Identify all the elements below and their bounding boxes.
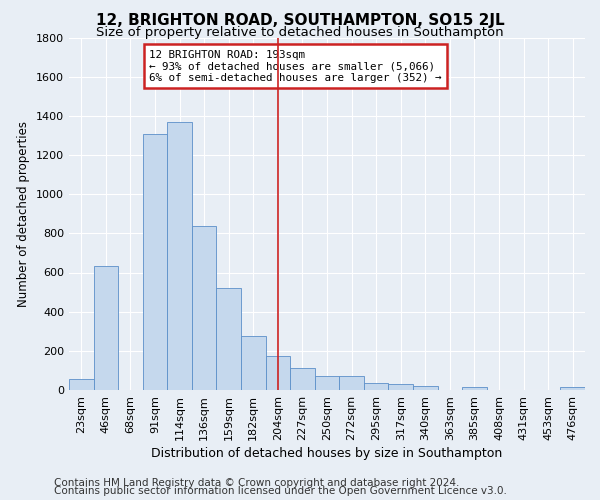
Bar xyxy=(560,387,585,390)
Bar xyxy=(413,386,437,390)
Bar xyxy=(167,122,192,390)
Bar xyxy=(462,387,487,390)
Bar xyxy=(266,356,290,390)
Text: Size of property relative to detached houses in Southampton: Size of property relative to detached ho… xyxy=(96,26,504,39)
Text: 12, BRIGHTON ROAD, SOUTHAMPTON, SO15 2JL: 12, BRIGHTON ROAD, SOUTHAMPTON, SO15 2JL xyxy=(95,12,505,28)
Bar xyxy=(241,336,266,390)
Bar xyxy=(143,134,167,390)
Y-axis label: Number of detached properties: Number of detached properties xyxy=(17,120,31,306)
Bar xyxy=(364,383,388,390)
Bar xyxy=(290,368,315,390)
Bar xyxy=(69,379,94,390)
Bar xyxy=(388,384,413,390)
Text: Contains HM Land Registry data © Crown copyright and database right 2024.: Contains HM Land Registry data © Crown c… xyxy=(54,478,460,488)
Bar xyxy=(315,376,339,390)
Bar xyxy=(94,266,118,390)
Text: Contains public sector information licensed under the Open Government Licence v3: Contains public sector information licen… xyxy=(54,486,507,496)
Bar xyxy=(217,288,241,390)
Text: 12 BRIGHTON ROAD: 193sqm
← 93% of detached houses are smaller (5,066)
6% of semi: 12 BRIGHTON ROAD: 193sqm ← 93% of detach… xyxy=(149,50,442,83)
X-axis label: Distribution of detached houses by size in Southampton: Distribution of detached houses by size … xyxy=(151,447,503,460)
Bar xyxy=(192,226,217,390)
Bar xyxy=(339,376,364,390)
